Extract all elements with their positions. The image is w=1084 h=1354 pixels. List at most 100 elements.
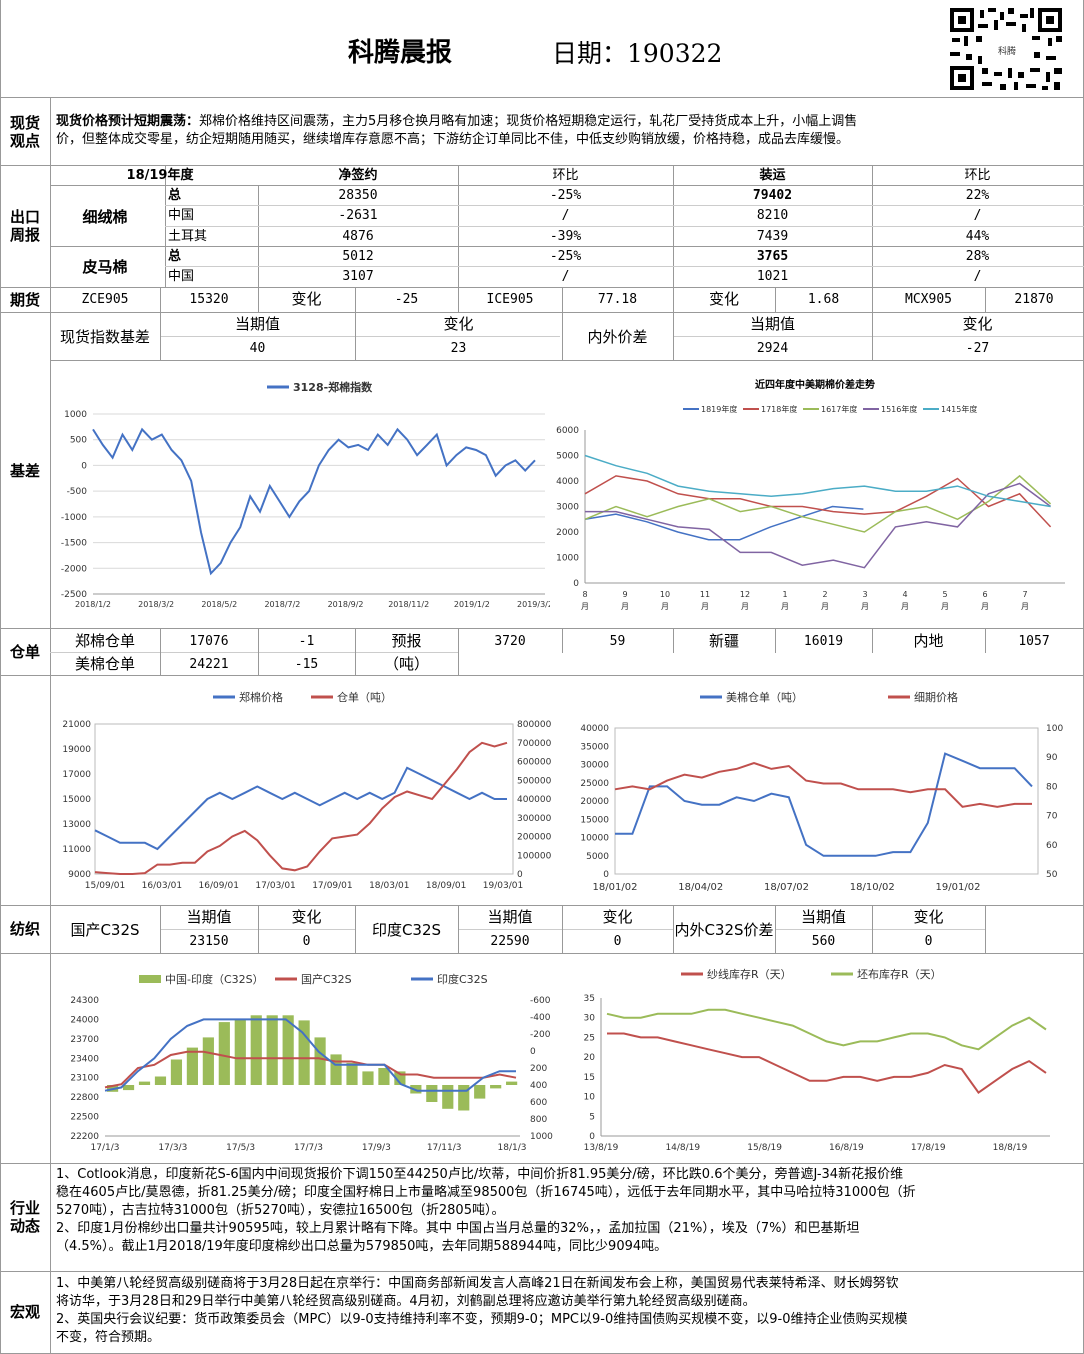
y-tick-label-right: 100 <box>1046 724 1063 734</box>
y-tick-label-right: 1000 <box>530 1132 553 1142</box>
y-tick-label-right: 80 <box>1046 782 1058 792</box>
section-industry: 行业动态 <box>9 1199 40 1235</box>
y-tick-label-right: 800000 <box>517 720 552 730</box>
bar <box>490 1085 502 1089</box>
y-tick-label: 35 <box>584 994 595 1004</box>
y-tick-label-left: 15000 <box>580 815 609 825</box>
basis-inout-label: 内外价差 <box>587 328 648 346</box>
basis-cur-header: 当期值 <box>234 315 280 333</box>
x-tick-label: 4 <box>902 590 907 599</box>
bar <box>378 1068 390 1085</box>
section-spot-view: 现货观点 <box>9 114 40 150</box>
series-line <box>104 1050 517 1089</box>
basis-inout-chg: -27 <box>965 341 990 356</box>
x-tick-label: 17/8/19 <box>911 1143 946 1153</box>
basis-spot-chg: 23 <box>450 341 467 356</box>
bar <box>282 1015 294 1085</box>
x-tick-label-unit: 月 <box>701 602 709 611</box>
futures-zce-value: 15320 <box>189 292 229 307</box>
futures-mcx-code: MCX905 <box>905 292 952 307</box>
legend-label: 1718年度 <box>761 404 797 414</box>
warehouse-nd-label: 内地 <box>913 632 944 650</box>
y-tick-label-left: 22500 <box>70 1113 99 1123</box>
x-tick-label: 18/09/01 <box>426 881 466 891</box>
y-tick-label: 5000 <box>556 452 579 462</box>
yarn-in-value: 22590 <box>490 934 530 949</box>
y-tick-label: 25 <box>584 1033 595 1043</box>
x-tick-label: 16/8/19 <box>829 1143 864 1153</box>
spot-text-2: 价，但整体成交零星，纺企短期随用随买，继续增库存意愿不高；下游纺企订单同比不佳，… <box>56 132 850 147</box>
export-row-net-chg: -25% <box>549 249 582 264</box>
y-tick-label-left: 11000 <box>62 845 91 855</box>
y-tick-label-left: 15000 <box>62 795 91 805</box>
bar <box>202 1037 214 1085</box>
y-tick-label-left: 22200 <box>70 1132 99 1142</box>
y-tick-label: -1500 <box>61 539 87 549</box>
x-tick-label: 2018/3/2 <box>138 600 174 609</box>
y-tick-label-right: 90 <box>1046 753 1058 763</box>
y-tick-label-right: 200 <box>530 1064 547 1074</box>
plot-area <box>94 723 514 875</box>
export-row-net: 5012 <box>342 249 374 264</box>
x-tick-label: 7 <box>1022 590 1027 599</box>
export-row-ship-chg: 22% <box>965 188 990 203</box>
series-line <box>607 1032 1047 1094</box>
legend-label: 坯布库存R（天） <box>857 967 942 981</box>
y-tick-label-right: 200000 <box>517 833 552 843</box>
x-tick-label: 17/7/3 <box>294 1143 323 1153</box>
x-tick-label-unit: 月 <box>821 602 829 611</box>
x-tick-label-unit: 月 <box>741 602 749 611</box>
x-tick-label-unit: 月 <box>661 602 669 611</box>
x-tick-label: 2018/5/2 <box>201 600 237 609</box>
futures-mcx-value: 21870 <box>1014 292 1054 307</box>
legend-label: 印度C32S <box>437 972 488 986</box>
bar <box>346 1062 358 1085</box>
warehouse-zz-label: 郑棉仓单 <box>74 632 135 650</box>
us-warrant-futures-chart: 美棉仓单（吨） 细期价格 40000 35000 30000 25000 20000 1500… <box>580 690 1063 893</box>
warehouse-nd-value: 1057 <box>1018 634 1050 649</box>
export-row-ship-chg: / <box>973 269 982 284</box>
bar <box>122 1085 135 1091</box>
y-tick-label-left: 10000 <box>580 834 609 844</box>
bar <box>234 1018 246 1085</box>
x-tick-label: 19/01/02 <box>936 882 981 893</box>
y-tick-label: 0 <box>573 579 579 589</box>
chart-title: 近四年度中美期棉价差走势 <box>755 378 875 391</box>
y-tick-label-left: 30000 <box>580 761 609 771</box>
export-row-net: -2631 <box>338 208 378 223</box>
futures-zce-chg-label: 变化 <box>291 290 322 308</box>
bar <box>458 1085 470 1111</box>
y-tick-label-right: -200 <box>530 1030 551 1040</box>
x-tick-label: 15/8/19 <box>747 1143 782 1153</box>
warehouse-us-chg: -15 <box>294 657 319 672</box>
y-tick-label: 0 <box>81 461 87 471</box>
macro-p1-line1: 1、中美第八轮经贸高级别磋商将于3月28日起在京举行：中国商务部新闻发言人高峰2… <box>56 1276 899 1291</box>
zce-index-basis-chart: 3128-郑棉指数 1000 500 0 -500 -1000 -1500 -2000 -250… <box>61 380 550 609</box>
y-tick-label: 0 <box>589 1132 595 1142</box>
bar <box>394 1071 406 1085</box>
x-tick-label-unit: 月 <box>621 602 629 611</box>
industry-p1-line3: 5270吨），古吉拉特31000包（折5270吨），安德拉16500包（折280… <box>56 1203 505 1218</box>
y-tick-label-right: 700000 <box>517 739 552 749</box>
qr-code: 科腾 <box>948 6 1064 92</box>
yarn-cn-label: 国产C32S <box>70 921 140 939</box>
yarn-cn-chg-header: 变化 <box>291 908 322 926</box>
section-basis: 基差 <box>9 462 40 480</box>
y-tick-label-left: 20000 <box>580 797 609 807</box>
warehouse-us-label: 美棉仓单 <box>74 655 135 673</box>
y-tick-label-right: 400000 <box>517 795 552 805</box>
cn-us-futures-spread-chart: 近四年度中美期棉价差走势 1819年度 1718年度 1617年度 1516年度 1415… <box>556 378 1065 611</box>
industry-p1-line2: 稳在4605卢比/莫恩德，折81.25美分/磅；印度全国籽棉日上市量略减至985… <box>56 1185 916 1200</box>
y-tick-label-left: 19000 <box>62 745 91 755</box>
export-header-net-chg: 环比 <box>552 168 579 183</box>
bar <box>250 1015 262 1085</box>
legend-label: 细期价格 <box>914 690 958 704</box>
series-line <box>94 741 508 875</box>
x-tick-label: 17/9/3 <box>362 1143 391 1153</box>
warehouse-forecast-chg: 59 <box>609 634 626 649</box>
x-tick-label: 17/3/3 <box>158 1143 187 1153</box>
x-tick-label: 15/09/01 <box>85 881 125 891</box>
bar <box>362 1071 374 1085</box>
futures-ice-chg-label: 变化 <box>708 290 739 308</box>
export-row-net-chg: / <box>561 269 570 284</box>
